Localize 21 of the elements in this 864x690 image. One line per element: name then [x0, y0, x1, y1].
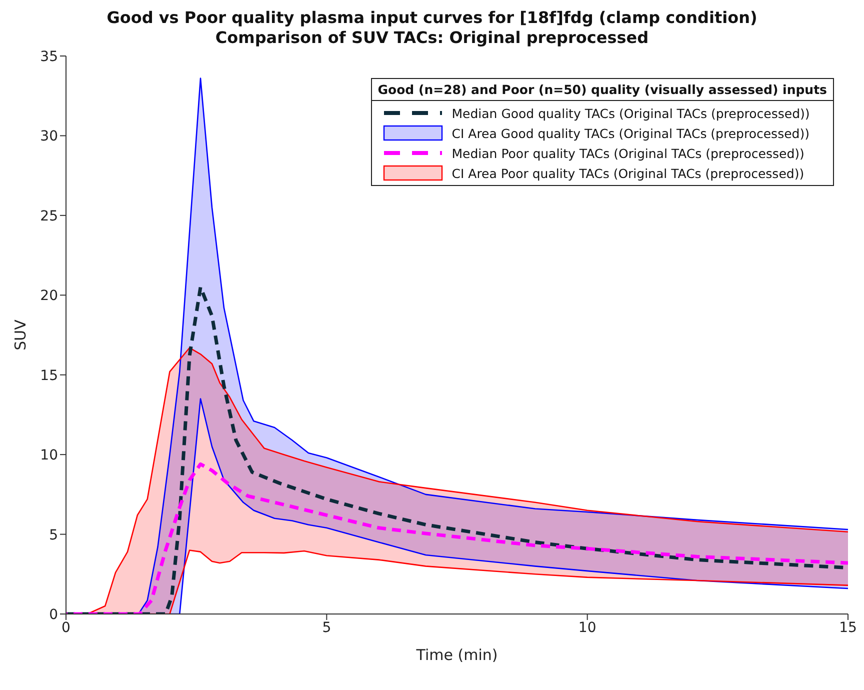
y-tick-label: 5	[49, 527, 58, 544]
legend-label: CI Area Good quality TACs (Original TACs (preprocessed))	[452, 126, 810, 140]
y-tick-label: 35	[40, 48, 58, 65]
x-tick-label: 5	[322, 620, 332, 636]
legend-label: Median Good quality TACs (Original TACs (preprocessed))	[452, 106, 810, 120]
y-tick-label: 25	[40, 208, 58, 224]
chart-subtitle: Comparison of SUV TACs: Original preprocessed	[214, 28, 650, 48]
x-tick-label: 0	[62, 620, 70, 636]
y-axis-title: SUV	[11, 318, 30, 350]
legend-label: CI Area Poor quality TACs (Original TACs (preprocessed))	[452, 166, 804, 180]
y-tick-label: 20	[40, 288, 58, 304]
y-tick-label: 15	[40, 368, 58, 384]
chart-title: Good vs Poor quality plasma input curves for [18f]fdg (clamp condition)	[106, 8, 758, 28]
y-tick-label: 10	[40, 448, 58, 464]
x-axis-title: Time (min)	[415, 646, 498, 664]
y-tick-label: 30	[40, 128, 58, 145]
x-tick-label: 15	[839, 620, 857, 636]
y-tick-label: 0	[49, 606, 58, 623]
x-tick-label: 10	[578, 620, 596, 636]
legend-title: Good (n=28) and Poor (n=50) quality (visually assessed) inputs	[372, 79, 833, 101]
legend-label: Median Poor quality TACs (Original TACs (preprocessed))	[452, 146, 804, 160]
